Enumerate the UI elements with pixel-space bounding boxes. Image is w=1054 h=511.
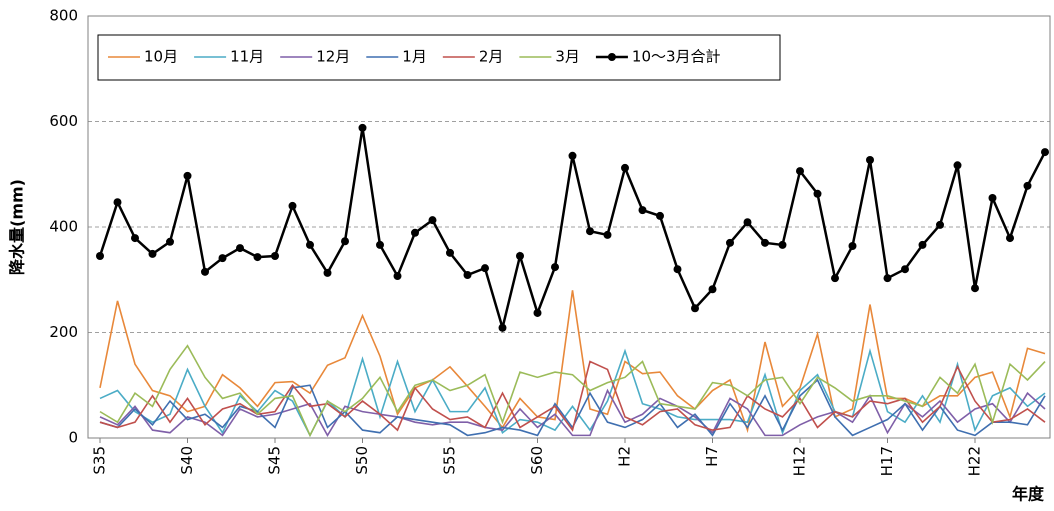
- marker: [848, 241, 857, 250]
- marker: [428, 216, 437, 225]
- marker: [271, 252, 279, 261]
- marker: [673, 265, 682, 274]
- x-tick-label: H12: [791, 446, 809, 476]
- marker: [778, 240, 787, 249]
- marker: [638, 206, 647, 215]
- marker: [131, 234, 139, 243]
- x-tick-label: S40: [178, 446, 196, 475]
- marker: [586, 227, 594, 236]
- marker: [341, 237, 349, 246]
- series-line: [99, 344, 1046, 438]
- marker: [743, 218, 752, 227]
- marker: [183, 171, 192, 180]
- marker: [218, 254, 227, 263]
- plot-frame: [87, 15, 1051, 439]
- x-tick-label: H7: [703, 446, 721, 467]
- y-axis-label: 降水量(mm): [8, 179, 27, 275]
- marker: [481, 264, 489, 273]
- marker: [323, 268, 332, 277]
- marker: [691, 304, 699, 313]
- y-tick-label: 800: [49, 7, 78, 25]
- legend-label: 3月: [555, 48, 580, 66]
- marker: [253, 253, 262, 262]
- marker: [936, 220, 944, 229]
- legend-label: 1月: [402, 48, 427, 66]
- legend-marker: [607, 53, 616, 61]
- series-line: [99, 388, 1046, 437]
- marker: [1023, 181, 1032, 190]
- legend-label: 11月: [230, 48, 264, 66]
- marker: [551, 263, 559, 272]
- marker: [901, 265, 909, 274]
- marker: [463, 271, 472, 280]
- marker: [516, 252, 524, 261]
- x-tick-label: S45: [266, 446, 284, 475]
- x-tick-label: H22: [966, 446, 984, 476]
- legend-label: 12月: [316, 48, 350, 66]
- marker: [113, 198, 122, 207]
- marker: [1041, 148, 1049, 157]
- marker: [726, 238, 734, 247]
- marker: [603, 230, 612, 239]
- marker: [708, 285, 717, 294]
- marker: [656, 211, 664, 220]
- marker: [358, 123, 367, 132]
- x-tick-label: S60: [528, 446, 546, 475]
- marker: [166, 237, 174, 246]
- marker: [96, 252, 104, 261]
- marker: [621, 163, 629, 172]
- marker: [498, 323, 507, 332]
- marker: [376, 240, 384, 249]
- marker: [393, 272, 402, 281]
- marker: [306, 240, 314, 249]
- marker: [953, 161, 962, 170]
- marker: [971, 284, 979, 293]
- marker: [866, 156, 874, 165]
- series-line: [99, 290, 1046, 434]
- x-tick-label: H2: [616, 446, 634, 467]
- y-tick-label: 400: [49, 218, 78, 236]
- series-line: [99, 347, 1046, 438]
- marker: [288, 201, 297, 210]
- legend-label: 10月: [144, 48, 178, 66]
- marker: [918, 240, 927, 249]
- x-tick-label: S55: [441, 446, 459, 475]
- marker: [813, 189, 822, 198]
- marker: [201, 267, 209, 276]
- marker: [796, 167, 804, 176]
- x-tick-label: H17: [878, 446, 896, 476]
- marker: [446, 248, 454, 257]
- x-axis-label: 年度: [1012, 485, 1045, 504]
- marker: [831, 274, 839, 283]
- marker: [411, 228, 419, 237]
- marker: [988, 193, 997, 202]
- legend-label: 2月: [479, 48, 504, 66]
- y-tick-label: 600: [49, 112, 78, 130]
- marker: [761, 238, 769, 247]
- legend-label: 10～3月合計: [632, 48, 721, 66]
- marker: [148, 249, 157, 258]
- marker: [533, 308, 542, 317]
- x-tick-label: S50: [353, 446, 371, 475]
- marker: [883, 274, 892, 283]
- y-tick-label: 0: [68, 429, 78, 447]
- marker: [568, 151, 577, 160]
- x-tick-label: S35: [91, 446, 109, 475]
- y-tick-label: 200: [49, 323, 78, 341]
- marker: [1006, 234, 1014, 243]
- marker: [236, 244, 244, 253]
